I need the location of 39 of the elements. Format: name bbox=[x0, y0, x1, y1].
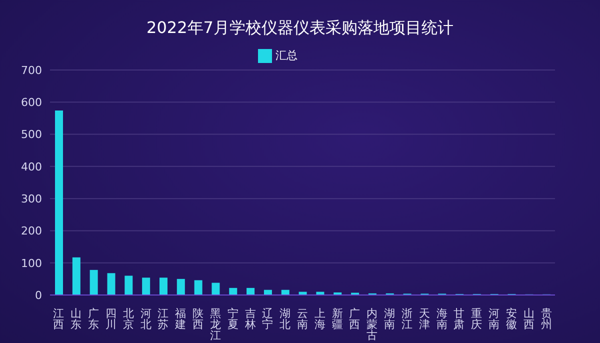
y-tick-label: 600 bbox=[21, 96, 42, 110]
y-tick-label: 0 bbox=[35, 288, 42, 302]
x-tick-label: 云南 bbox=[297, 307, 308, 331]
x-tick-label: 吉林 bbox=[244, 307, 256, 331]
x-tick-label: 北京 bbox=[122, 307, 134, 331]
x-tick-label: 四川 bbox=[105, 307, 116, 331]
x-tick-label: 安徽 bbox=[506, 307, 517, 331]
y-tick-label: 500 bbox=[21, 128, 42, 142]
x-tick-label: 宁夏 bbox=[227, 307, 238, 331]
legend-label: 汇总 bbox=[276, 49, 298, 62]
x-tick-label: 天津 bbox=[418, 307, 430, 331]
x-tick-label: 上海 bbox=[314, 307, 326, 331]
x-tick-label: 广西 bbox=[349, 307, 360, 331]
x-tick-label: 黑龙江 bbox=[210, 307, 221, 342]
x-tick-label: 甘肃 bbox=[454, 307, 465, 331]
x-tick-label: 福建 bbox=[174, 307, 186, 331]
x-tick-label: 江西 bbox=[53, 307, 64, 331]
x-tick-label: 浙江 bbox=[401, 307, 412, 331]
y-tick-label: 200 bbox=[21, 224, 42, 238]
x-tick-label: 山东 bbox=[70, 307, 82, 331]
x-tick-label: 河南 bbox=[488, 307, 500, 331]
y-tick-label: 400 bbox=[21, 160, 42, 174]
y-tick-label: 300 bbox=[21, 192, 42, 206]
x-tick-label: 广东 bbox=[88, 307, 100, 331]
y-tick-label: 100 bbox=[21, 256, 42, 270]
y-tick-label: 700 bbox=[21, 64, 42, 77]
x-tick-label: 山西 bbox=[523, 307, 534, 331]
x-tick-label: 贵州 bbox=[540, 307, 552, 331]
x-tick-label: 河北 bbox=[140, 307, 152, 331]
x-tick-label: 湖北 bbox=[280, 307, 291, 331]
chart-title: 2022年7月学校仪器仪表采购落地项目统计 bbox=[146, 18, 454, 39]
x-tick-label: 新疆 bbox=[332, 307, 343, 331]
x-tick-label: 湖南 bbox=[384, 307, 396, 331]
x-tick-label: 辽宁 bbox=[262, 307, 274, 331]
x-tick-label: 江苏 bbox=[158, 307, 169, 331]
x-tick-label: 重庆 bbox=[471, 307, 482, 331]
x-tick-label: 内蒙古 bbox=[366, 307, 378, 342]
x-tick-label: 陕西 bbox=[192, 307, 204, 331]
x-tick-label: 海南 bbox=[436, 307, 448, 331]
